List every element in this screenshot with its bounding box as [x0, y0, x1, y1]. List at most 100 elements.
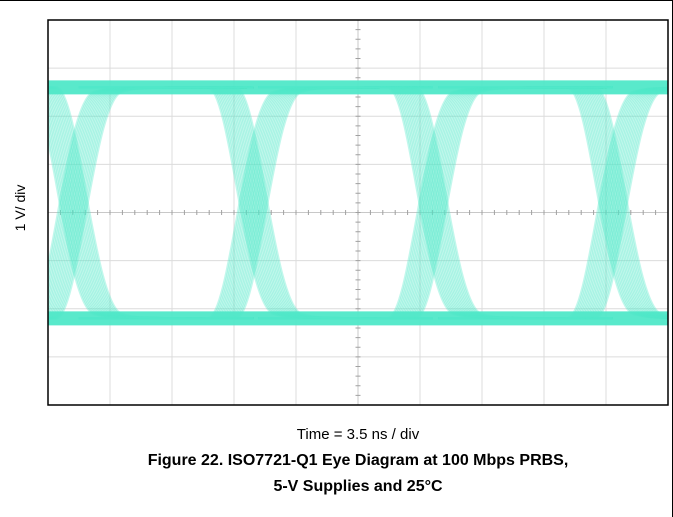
falling-trace: [438, 86, 668, 319]
grid: [47, 19, 669, 406]
rising-trace: [78, 86, 433, 320]
falling-trace: [48, 87, 254, 320]
falling-trace: [48, 88, 254, 320]
rising-trace: [48, 86, 254, 320]
rising-trace: [78, 86, 433, 320]
falling-trace: [438, 86, 668, 319]
falling-trace: [438, 86, 668, 318]
falling-trace: [258, 86, 613, 320]
falling-trace: [438, 86, 668, 319]
falling-trace: [438, 86, 668, 319]
rising-trace: [48, 86, 254, 298]
rising-trace: [438, 86, 668, 320]
rising-trace: [78, 86, 433, 320]
rising-trace: [438, 87, 668, 320]
falling-trace: [78, 86, 433, 320]
falling-trace: [258, 86, 613, 320]
falling-trace: [78, 86, 433, 320]
rising-trace: [78, 86, 433, 320]
rising-trace: [48, 86, 254, 279]
falling-trace: [258, 86, 613, 320]
rising-trace: [438, 86, 668, 320]
rising-trace: [438, 87, 668, 320]
rising-trace: [48, 86, 254, 272]
falling-trace: [438, 86, 668, 319]
rising-trace: [438, 86, 668, 320]
figure-caption-title: Figure 22. ISO7721-Q1 Eye Diagram at 100…: [147, 452, 569, 469]
rising-trace: [258, 86, 613, 320]
falling-trace: [258, 86, 613, 320]
x-axis-label: Time = 3.5 ns / div: [296, 426, 420, 443]
rising-trace: [438, 87, 668, 320]
falling-trace: [48, 134, 254, 320]
rising-trace: [258, 86, 613, 320]
rising-trace: [78, 86, 433, 320]
falling-trace: [258, 86, 613, 320]
rising-trace: [258, 86, 613, 320]
falling-trace: [258, 86, 613, 320]
rising-trace: [258, 86, 613, 320]
rising-trace: [438, 88, 668, 320]
rising-trace: [78, 86, 433, 320]
eye-traces: [48, 80, 668, 326]
rising-trace: [438, 86, 668, 320]
falling-trace: [48, 86, 254, 320]
falling-trace: [258, 86, 613, 320]
rising-trace: [48, 86, 254, 303]
rising-trace: [258, 86, 613, 320]
falling-trace: [258, 86, 613, 320]
falling-trace: [78, 86, 433, 320]
rising-trace: [258, 86, 613, 320]
falling-trace: [438, 86, 668, 319]
falling-trace: [48, 98, 254, 320]
falling-trace: [438, 86, 668, 318]
rising-trace: [438, 86, 668, 320]
rising-trace: [48, 86, 254, 319]
rising-trace: [48, 86, 254, 314]
falling-trace: [438, 86, 668, 319]
rising-trace: [258, 86, 613, 320]
rising-trace: [78, 86, 433, 320]
falling-trace: [258, 86, 613, 320]
falling-trace: [438, 86, 668, 319]
rising-trace: [258, 86, 613, 320]
rising-trace: [438, 88, 668, 320]
rising-trace: [48, 86, 254, 311]
falling-trace: [78, 86, 433, 320]
falling-trace: [438, 86, 668, 319]
falling-trace: [78, 86, 433, 320]
rising-trace: [258, 86, 613, 320]
rising-trace: [258, 86, 613, 320]
rising-trace: [78, 86, 433, 320]
falling-trace: [258, 86, 613, 320]
rising-trace: [78, 86, 433, 320]
falling-trace: [438, 86, 668, 319]
rising-trace: [438, 87, 668, 320]
falling-trace: [258, 86, 613, 320]
rising-trace: [48, 86, 254, 320]
rising-trace: [438, 86, 668, 320]
falling-trace: [438, 86, 668, 317]
rising-trace: [48, 86, 254, 320]
rising-trace: [78, 86, 433, 320]
falling-trace: [48, 103, 254, 320]
y-axis-label: 1 V/ div: [12, 184, 28, 232]
falling-trace: [48, 86, 254, 320]
rising-trace: [78, 86, 433, 320]
rising-trace: [48, 86, 254, 320]
falling-trace: [78, 86, 433, 320]
rising-trace: [48, 86, 254, 292]
falling-trace: [48, 86, 254, 320]
falling-trace: [48, 89, 254, 320]
falling-trace: [78, 86, 433, 320]
falling-trace: [258, 86, 613, 320]
falling-trace: [258, 86, 613, 320]
rising-trace: [258, 86, 613, 320]
falling-trace: [258, 86, 613, 320]
rising-trace: [438, 88, 668, 320]
rising-trace: [48, 86, 254, 286]
rising-trace: [258, 86, 613, 320]
falling-trace: [48, 108, 254, 320]
rising-trace: [438, 87, 668, 320]
